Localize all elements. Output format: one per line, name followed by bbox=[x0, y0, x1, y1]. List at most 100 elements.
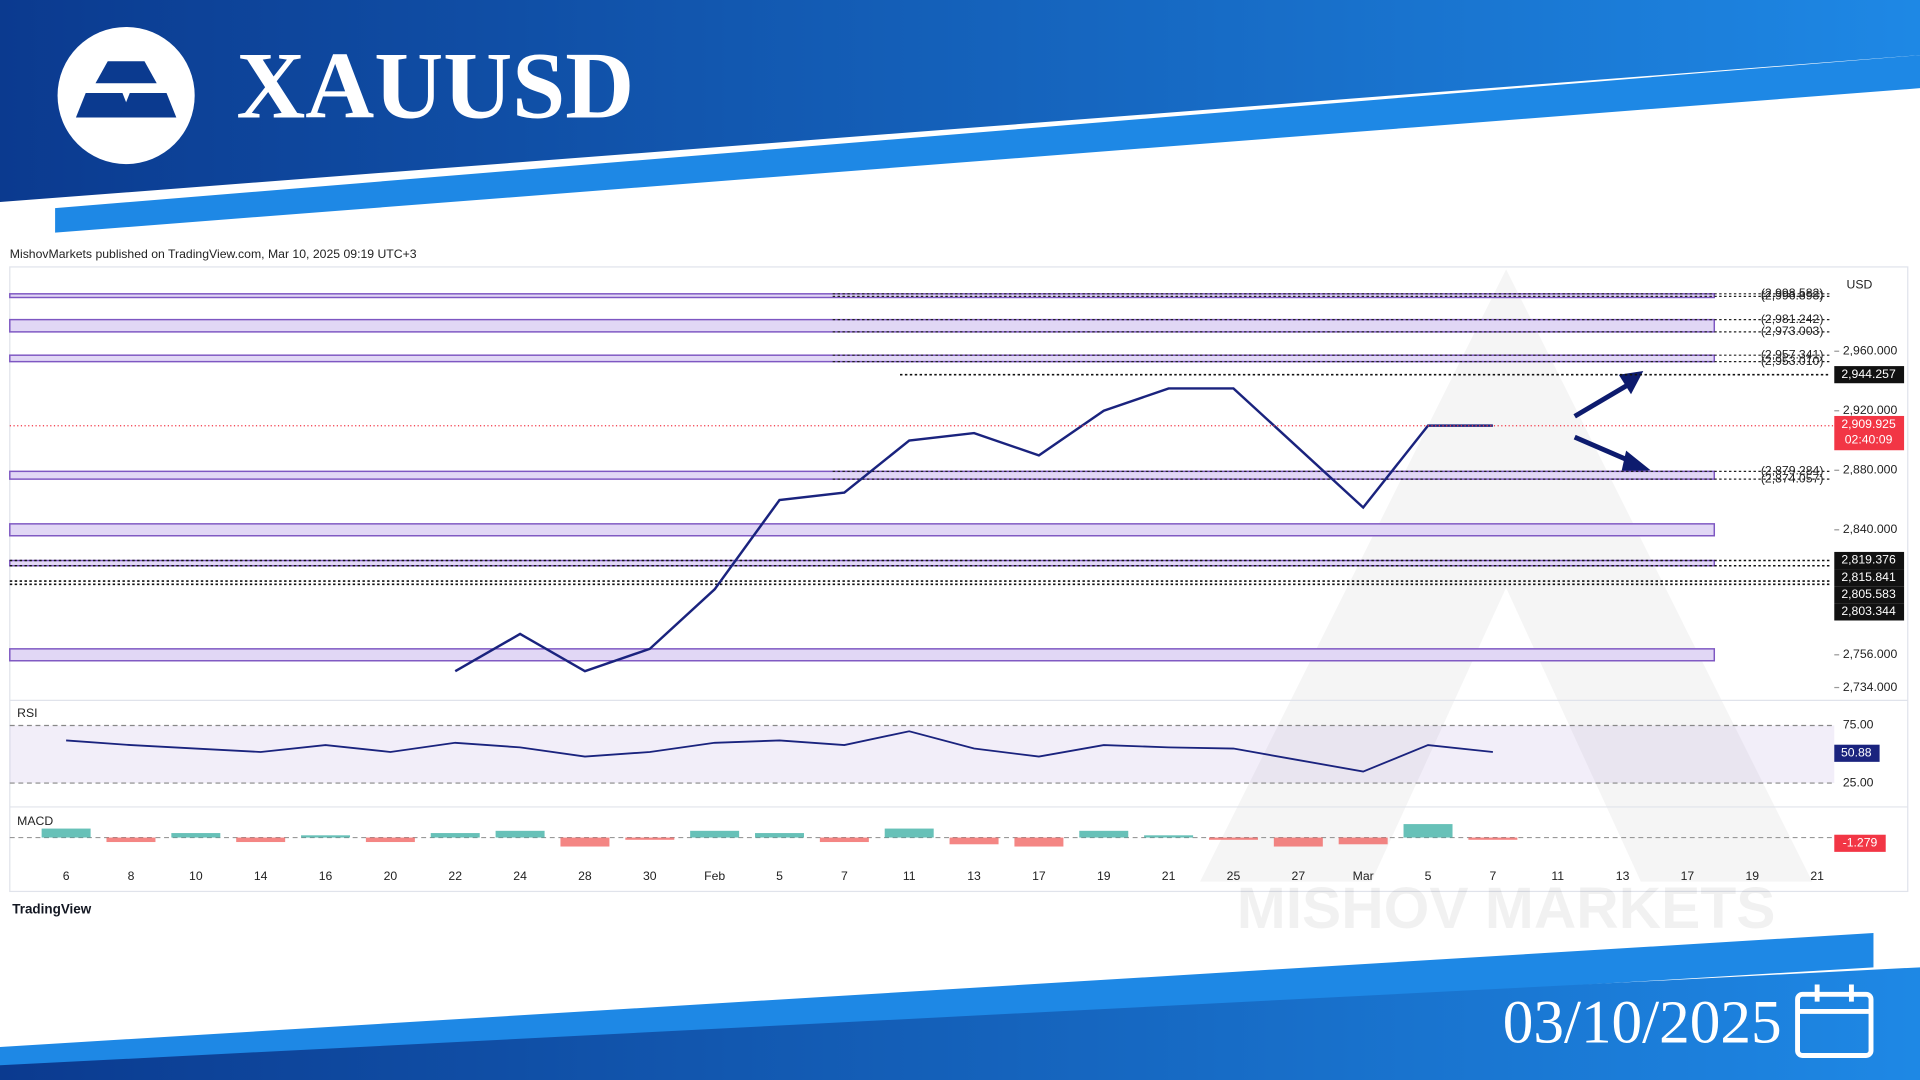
macd-bar bbox=[236, 837, 286, 843]
x-tick-label: 16 bbox=[319, 869, 333, 883]
x-tick-label: 13 bbox=[967, 869, 981, 883]
x-tick-label: 24 bbox=[513, 869, 527, 883]
x-tick-label: 10 bbox=[189, 869, 203, 883]
macd-bar bbox=[430, 833, 480, 838]
last-price: 2,909.925 bbox=[1841, 417, 1896, 431]
header-stripe bbox=[55, 55, 1920, 233]
x-tick-label: 17 bbox=[1032, 869, 1046, 883]
price-tag bbox=[1834, 586, 1905, 604]
zone bbox=[9, 523, 1716, 537]
title: XAUUSD bbox=[236, 32, 634, 138]
logo-bar bbox=[95, 61, 157, 84]
macd-title: MACD bbox=[17, 814, 53, 828]
logo-bar bbox=[120, 93, 177, 118]
macd-bar bbox=[690, 830, 740, 838]
x-tick-label: 5 bbox=[776, 869, 783, 883]
rsi-line bbox=[66, 730, 1493, 773]
calendar-icon bbox=[1795, 984, 1874, 1058]
macd-bar bbox=[106, 837, 156, 843]
x-tick-label: 22 bbox=[448, 869, 462, 883]
y-tick-label: 2,880.000 bbox=[1843, 463, 1898, 477]
macd-bar bbox=[1079, 830, 1129, 838]
x-tick-label: 11 bbox=[903, 869, 916, 883]
macd-bar bbox=[1208, 837, 1258, 840]
level-label: (2,879.284) bbox=[1761, 464, 1824, 478]
rsi-tick-label: 25.00 bbox=[1843, 775, 1874, 789]
watermark: MISHOV MARKETS bbox=[1237, 876, 1776, 941]
macd-bar bbox=[301, 835, 351, 838]
plot: (2,998.582)(2,996.893)(2,981.242)(2,973.… bbox=[9, 286, 1908, 883]
x-tick-label: 8 bbox=[128, 869, 135, 883]
arrows bbox=[1573, 371, 1651, 473]
date: 03/10/2025 bbox=[1503, 989, 1782, 1057]
macd-bar bbox=[1468, 837, 1518, 840]
rsi-tag bbox=[1834, 744, 1880, 762]
macd-bar bbox=[41, 828, 91, 838]
footer-band bbox=[0, 967, 1920, 1080]
logo-bar bbox=[75, 93, 133, 118]
x-tick-label: 14 bbox=[254, 869, 268, 883]
zone bbox=[9, 648, 1716, 662]
rsi-tick-label: 75.00 bbox=[1843, 718, 1874, 732]
price-tag bbox=[1834, 603, 1905, 621]
x-tick-label: 5 bbox=[1425, 869, 1432, 883]
header-band bbox=[0, 0, 1920, 203]
price-tag bbox=[1834, 551, 1905, 570]
y-tick-label: 2,734.000 bbox=[1843, 680, 1898, 694]
currency: USD bbox=[1847, 278, 1873, 292]
macd-bar bbox=[1144, 835, 1194, 838]
y-tick-label: 2,920.000 bbox=[1843, 403, 1898, 417]
macd-last: -1.279 bbox=[1843, 836, 1878, 850]
x-tick-label: 25 bbox=[1227, 869, 1241, 883]
rsi-last: 50.88 bbox=[1841, 746, 1872, 760]
x-tick-label: 17 bbox=[1681, 869, 1695, 883]
countdown: 02:40:09 bbox=[1845, 433, 1893, 447]
price-tag-label: 2,803.344 bbox=[1841, 604, 1896, 618]
x-tick-label: 13 bbox=[1616, 869, 1630, 883]
macd-bar bbox=[1338, 837, 1388, 845]
level-label: (2,981.242) bbox=[1761, 312, 1824, 326]
level-label: (2,957.341) bbox=[1761, 347, 1824, 361]
price-line bbox=[454, 387, 1493, 673]
price-tag bbox=[1834, 366, 1905, 384]
x-tick-label: 7 bbox=[1489, 869, 1496, 883]
macd-bar bbox=[1273, 837, 1323, 847]
macd-bar bbox=[1403, 824, 1453, 838]
x-tick-label: 19 bbox=[1097, 869, 1111, 883]
macd-bar bbox=[755, 833, 804, 838]
price-tag-label: 2,944.257 bbox=[1841, 367, 1896, 381]
x-tick-label: 21 bbox=[1162, 869, 1176, 883]
last-price-tag bbox=[1834, 415, 1905, 451]
level-label: (2,996.893) bbox=[1761, 289, 1824, 303]
macd-tag bbox=[1834, 834, 1886, 852]
macd-bar bbox=[560, 837, 610, 847]
x-tick-label: 11 bbox=[1551, 869, 1564, 883]
chart-frame bbox=[9, 266, 1909, 893]
x-tick-label: 20 bbox=[384, 869, 398, 883]
macd-bar bbox=[365, 837, 415, 843]
price-tag-label: 2,815.841 bbox=[1841, 570, 1896, 584]
y-tick-label: 2,756.000 bbox=[1843, 647, 1898, 661]
macd-bar bbox=[625, 837, 675, 840]
macd-bar bbox=[171, 833, 221, 838]
brand: TradingView bbox=[12, 901, 92, 916]
price-tag-label: 2,819.376 bbox=[1841, 553, 1896, 567]
watermark-logo bbox=[1200, 269, 1813, 882]
x-tick-label: 6 bbox=[63, 869, 70, 883]
x-tick-label: 27 bbox=[1292, 869, 1306, 883]
level-label: (2,874.057) bbox=[1761, 471, 1824, 485]
x-tick-label: 30 bbox=[643, 869, 657, 883]
x-tick-label: 28 bbox=[578, 869, 592, 883]
macd-bar bbox=[495, 830, 545, 838]
level-label: (2,973.003) bbox=[1761, 324, 1824, 338]
x-tick-label: 19 bbox=[1745, 869, 1759, 883]
zone bbox=[9, 318, 1716, 333]
price-tag-label: 2,805.583 bbox=[1841, 587, 1896, 601]
zone bbox=[9, 354, 1716, 363]
publisher: MishovMarkets published on TradingView.c… bbox=[10, 247, 417, 261]
logo bbox=[57, 26, 195, 165]
macd-bar bbox=[1014, 837, 1064, 847]
rsi-title: RSI bbox=[17, 706, 37, 720]
